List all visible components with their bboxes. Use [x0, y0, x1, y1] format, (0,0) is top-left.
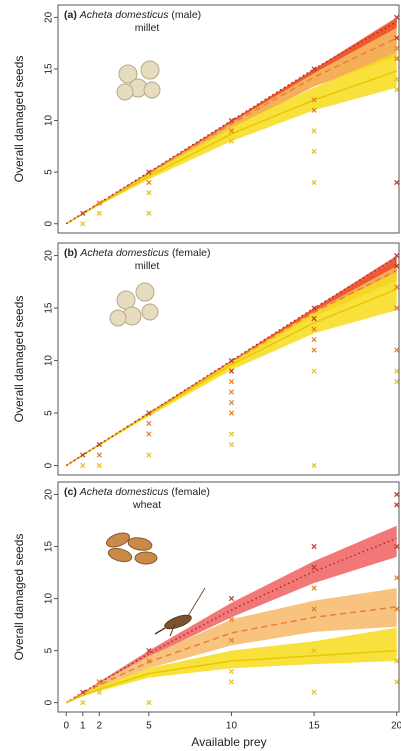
- data-point: [81, 700, 85, 704]
- panel-label: (b): [64, 247, 77, 259]
- figure: 05101520Overall damaged seeds(a) Acheta …: [0, 0, 401, 751]
- data-point: [229, 390, 233, 394]
- data-point: [81, 453, 85, 457]
- millet-illustration: [110, 283, 158, 326]
- species: Acheta domesticus: [79, 486, 169, 498]
- sex: (male): [171, 9, 201, 21]
- data-point: [81, 222, 85, 226]
- data-point: [394, 503, 398, 507]
- y-tick-label: 20: [44, 488, 55, 500]
- x-axis-title: Available prey: [191, 735, 266, 749]
- x-tick-label: 1: [80, 721, 86, 732]
- data-point: [394, 15, 398, 19]
- plot-frame: [58, 243, 399, 475]
- y-tick-label: 15: [44, 63, 55, 75]
- y-axis-title: Overall damaged seeds: [12, 534, 26, 661]
- y-tick-label: 0: [44, 220, 55, 226]
- data-point: [97, 211, 101, 215]
- data-point: [147, 432, 151, 436]
- data-point: [97, 453, 101, 457]
- data-point: [312, 586, 316, 590]
- data-point: [312, 348, 316, 352]
- species: Acheta domesticus: [79, 247, 169, 259]
- y-tick-label: 15: [44, 302, 55, 314]
- data-point: [229, 442, 233, 446]
- y-axis-title: Overall damaged seeds: [12, 56, 26, 183]
- panel: 0 5 10 15 20 Overall damaged seeds (b) Acheta …: [12, 243, 399, 475]
- data-point: [394, 379, 398, 383]
- data-point: [394, 492, 398, 496]
- y-tick-label: 10: [44, 593, 55, 605]
- data-point: [312, 690, 316, 694]
- data-point: [394, 253, 398, 257]
- data-point: [394, 576, 398, 580]
- x-tick-label: 20: [391, 721, 401, 732]
- panel-title: (b) Acheta domesticus (female): [64, 247, 211, 259]
- data-point: [394, 680, 398, 684]
- x-tick-label: 0: [63, 721, 69, 732]
- data-point: [312, 180, 316, 184]
- data-point: [229, 379, 233, 383]
- data-point: [394, 87, 398, 91]
- y-tick-label: 0: [44, 699, 55, 705]
- y-tick-label: 5: [44, 410, 55, 416]
- millet-illustration: [117, 61, 160, 100]
- data-point: [312, 369, 316, 373]
- data-point: [147, 211, 151, 215]
- y-tick-label: 20: [44, 11, 55, 23]
- seed-type: wheat: [132, 499, 161, 511]
- confidence-band: [66, 52, 396, 223]
- data-point: [394, 369, 398, 373]
- data-point: [81, 463, 85, 467]
- data-point: [147, 453, 151, 457]
- seed-type: millet: [135, 22, 160, 34]
- seed-type: millet: [135, 260, 160, 272]
- data-point: [312, 337, 316, 341]
- data-point: [394, 180, 398, 184]
- sex: (female): [172, 247, 211, 259]
- data-point: [147, 191, 151, 195]
- panel: 0 5 10 15 20 Overall damaged seeds (a) Acheta …: [12, 5, 399, 233]
- x-tick-label: 10: [226, 721, 238, 732]
- data-point: [97, 463, 101, 467]
- y-tick-label: 0: [44, 462, 55, 468]
- y-tick-label: 5: [44, 169, 55, 175]
- wheat-illustration: [105, 530, 157, 564]
- y-tick-label: 20: [44, 250, 55, 262]
- y-tick-label: 10: [44, 355, 55, 367]
- data-point: [229, 596, 233, 600]
- y-axis-title: Overall damaged seeds: [12, 296, 26, 423]
- data-point: [229, 680, 233, 684]
- confidence-band: [66, 272, 396, 465]
- panel-title: (a) Acheta domesticus (male): [64, 9, 201, 21]
- data-point: [147, 180, 151, 184]
- data-point: [312, 149, 316, 153]
- data-point: [229, 400, 233, 404]
- data-point: [312, 544, 316, 548]
- panel-label: (a): [64, 9, 77, 21]
- y-tick-label: 10: [44, 115, 55, 127]
- x-tick-label: 2: [97, 721, 103, 732]
- sex: (female): [171, 486, 210, 498]
- data-point: [229, 669, 233, 673]
- y-tick-label: 5: [44, 647, 55, 653]
- panel-title: (c) Acheta domesticus (female): [64, 486, 210, 498]
- data-point: [394, 348, 398, 352]
- data-point: [312, 129, 316, 133]
- data-point: [147, 700, 151, 704]
- y-tick-label: 15: [44, 541, 55, 553]
- panel-label: (c): [64, 486, 77, 498]
- data-point: [229, 411, 233, 415]
- x-tick-label: 15: [309, 721, 321, 732]
- data-point: [312, 463, 316, 467]
- data-point: [229, 432, 233, 436]
- x-tick-label: 5: [146, 721, 152, 732]
- data-point: [147, 421, 151, 425]
- species: Acheta domesticus: [79, 9, 169, 21]
